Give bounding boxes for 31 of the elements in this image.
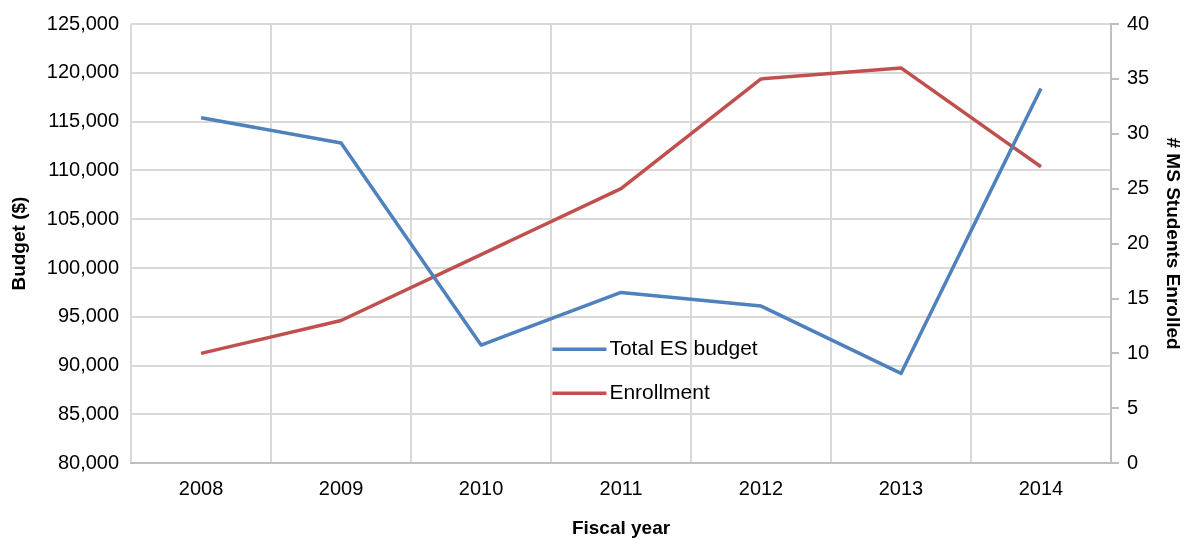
x-axis-title: Fiscal year — [571, 516, 671, 538]
y-tick-label: 110,000 — [48, 157, 120, 180]
y2-tick-label: 25 — [1126, 176, 1150, 199]
legend-label: Total ES budget — [609, 336, 758, 359]
x-tick-label: 2008 — [178, 476, 224, 499]
x-tick-label: 2010 — [458, 476, 504, 499]
y-tick-label: 120,000 — [46, 60, 120, 83]
x-tick-label: 2011 — [599, 476, 643, 499]
x-tick-label: 2013 — [878, 476, 924, 499]
y-tick-label: 105,000 — [46, 206, 120, 229]
y2-tick-label: 0 — [1126, 450, 1139, 473]
y-tick-label: 90,000 — [57, 353, 120, 376]
y-tick-label: 100,000 — [46, 255, 120, 278]
y-tick-label: 95,000 — [57, 304, 120, 327]
y-axis-title: Budget ($) — [7, 196, 29, 291]
y2-tick-label: 35 — [1126, 66, 1150, 89]
y2-tick-label: 40 — [1126, 11, 1150, 34]
y-tick-label: 125,000 — [46, 11, 120, 34]
y2-tick-label: 5 — [1126, 395, 1139, 418]
y2-tick-label: 30 — [1126, 121, 1150, 144]
x-tick-label: 2014 — [1018, 476, 1064, 499]
legend-label: Enrollment — [609, 380, 710, 403]
y2-tick-label: 10 — [1126, 340, 1150, 363]
y2-tick-label: 15 — [1126, 286, 1150, 309]
x-tick-label: 2009 — [318, 476, 364, 499]
y-tick-label: 80,000 — [57, 450, 120, 473]
y2-axis-title: # MS Students Enrolled — [1163, 137, 1185, 350]
y-tick-label: 85,000 — [57, 401, 120, 424]
y2-tick-label: 20 — [1126, 231, 1150, 254]
x-tick-label: 2012 — [738, 476, 784, 499]
y-tick-label: 115,000 — [48, 109, 120, 132]
